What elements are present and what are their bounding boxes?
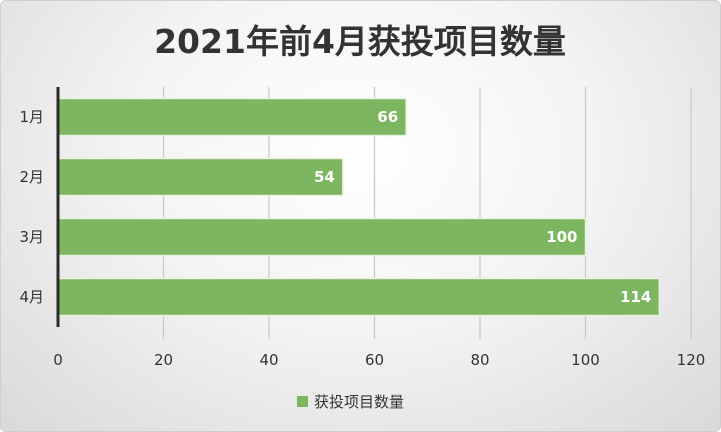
legend-label: 获投项目数量 bbox=[314, 393, 404, 411]
y-tick-label: 3月 bbox=[19, 228, 44, 246]
bar bbox=[57, 157, 344, 197]
bar bbox=[57, 217, 587, 257]
x-tick-label: 20 bbox=[154, 351, 173, 369]
x-tick-label: 120 bbox=[677, 351, 706, 369]
data-label: 66 bbox=[377, 108, 398, 126]
y-axis: 1月 2月 3月 4月 bbox=[19, 87, 60, 327]
data-label: 54 bbox=[314, 168, 335, 186]
x-tick-label: 0 bbox=[53, 351, 63, 369]
legend-swatch bbox=[297, 396, 308, 407]
x-tick-label: 100 bbox=[571, 351, 600, 369]
bars: 66 54 100 114 bbox=[57, 97, 661, 317]
y-tick-label: 2月 bbox=[19, 168, 44, 186]
bar bbox=[57, 277, 661, 317]
x-tick-label: 60 bbox=[365, 351, 384, 369]
data-label: 114 bbox=[620, 288, 651, 306]
x-tick-label: 80 bbox=[470, 351, 489, 369]
y-tick-label: 1月 bbox=[19, 108, 44, 126]
data-label: 100 bbox=[546, 228, 577, 246]
legend: 获投项目数量 bbox=[297, 393, 404, 411]
bar bbox=[57, 97, 407, 137]
y-tick-label: 4月 bbox=[19, 288, 44, 306]
chart-title: 2021年前4月获投项目数量 bbox=[154, 22, 566, 61]
x-tick-label: 40 bbox=[259, 351, 278, 369]
x-axis: 0 20 40 60 80 100 120 bbox=[53, 351, 705, 369]
